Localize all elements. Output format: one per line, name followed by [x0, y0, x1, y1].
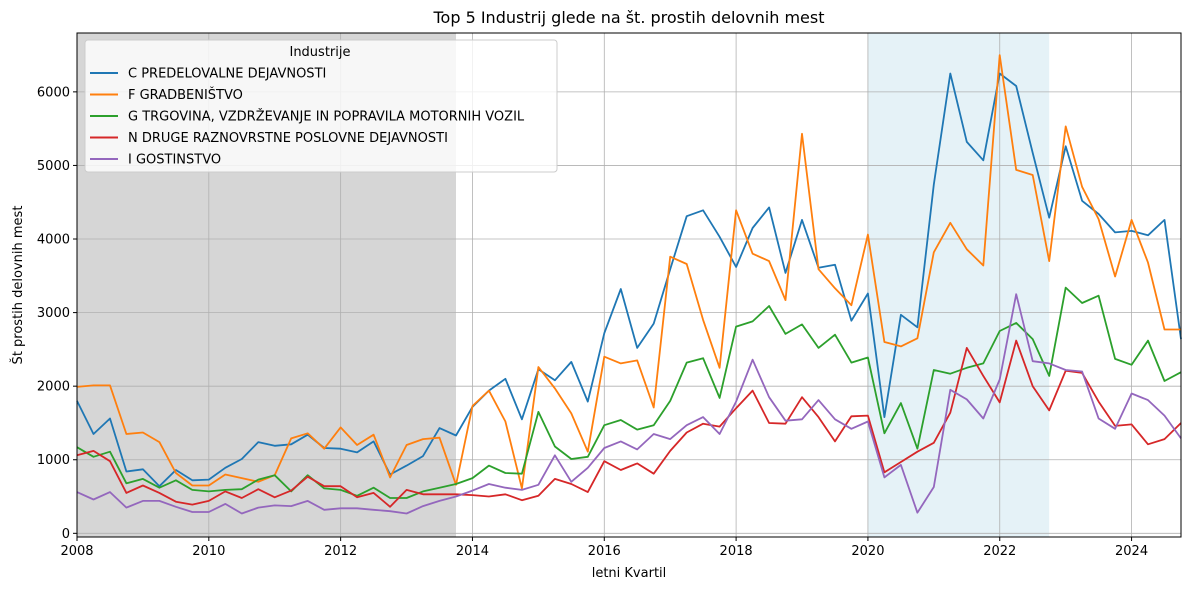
series-line	[76, 286, 1182, 499]
legend-box	[84, 39, 558, 173]
legend: Industrije C PREDELOVALNE DEJAVNOSTI F GR…	[84, 39, 558, 173]
x-axis-ticks: 2008 2010 2012 2014 2016 2018 2020 2022 2024	[60, 537, 1148, 559]
legend-label: I GOSTINSTVO	[128, 153, 221, 168]
series-lines	[76, 54, 1182, 515]
plot-frame	[76, 32, 1182, 538]
legend-label: N DRUGE RAZNOVRSTNE POSLOVNE DEJAVNOSTI	[128, 131, 448, 146]
shaded-region	[867, 33, 1050, 537]
series-line	[76, 339, 1182, 508]
x-tick-label: 2016	[588, 544, 621, 559]
x-tick-label: 2012	[324, 544, 357, 559]
x-tick-label: 2018	[720, 544, 753, 559]
legend-items: C PREDELOVALNE DEJAVNOSTI F GRADBENIŠTVO G…	[90, 67, 525, 168]
legend-label: F GRADBENIŠTVO	[128, 87, 243, 103]
y-tick-label: 1000	[37, 453, 70, 468]
y-axis-ticks: 0 1000 2000 3000 4000 5000 6000	[37, 85, 77, 542]
x-tick-label: 2008	[60, 544, 93, 559]
x-tick-label: 2010	[192, 544, 225, 559]
x-axis-title: letni Kvartil	[592, 566, 667, 581]
chart-title: Top 5 Industrij glede na št. prostih del…	[432, 8, 824, 27]
legend-label: C PREDELOVALNE DEJAVNOSTI	[128, 67, 326, 82]
x-tick-label: 2024	[1115, 544, 1148, 559]
y-tick-label: 5000	[37, 159, 70, 174]
legend-title: Industrije	[289, 45, 350, 60]
y-tick-label: 3000	[37, 306, 70, 321]
y-axis-title: Št prostih delovnih mest	[10, 206, 26, 365]
x-tick-label: 2020	[851, 544, 884, 559]
series-line	[76, 293, 1182, 515]
y-tick-label: 4000	[37, 233, 70, 248]
legend-label: G TRGOVINA, VZDRŽEVANJE IN POPRAVILA MOT…	[128, 109, 525, 125]
y-tick-label: 0	[62, 527, 70, 542]
y-tick-label: 2000	[37, 380, 70, 395]
series-line	[76, 54, 1181, 490]
y-tick-label: 6000	[37, 85, 70, 100]
x-tick-label: 2014	[456, 544, 489, 559]
x-tick-label: 2022	[983, 544, 1016, 559]
